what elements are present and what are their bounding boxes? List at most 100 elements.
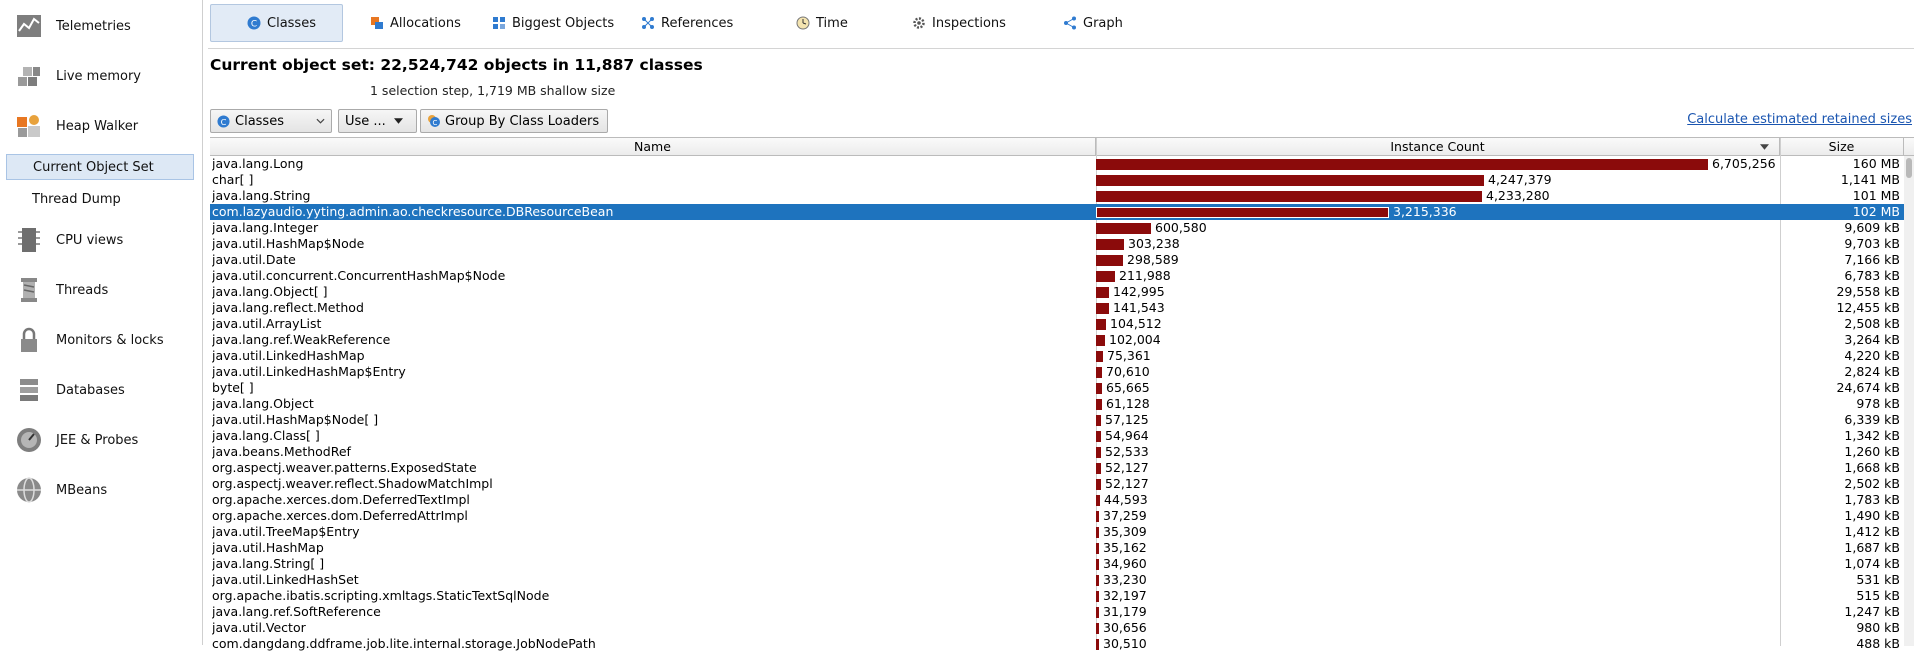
table-row[interactable]: java.beans.MethodRef 52,533 1,260 kB <box>210 444 1914 460</box>
instance-count-bar <box>1096 591 1099 602</box>
table-row[interactable]: java.lang.String 4,233,280 101 MB <box>210 188 1914 204</box>
sidebar-item-mbeans[interactable]: MBeans <box>0 468 200 512</box>
table-row[interactable]: org.aspectj.weaver.patterns.ExposedState… <box>210 460 1914 476</box>
instance-count-bar <box>1096 607 1099 618</box>
tab-graph[interactable]: Graph <box>1063 4 1143 42</box>
table-row[interactable]: java.lang.reflect.Method 141,543 12,455 kB <box>210 300 1914 316</box>
class-name-cell: java.util.TreeMap$Entry <box>212 524 360 539</box>
table-row[interactable]: java.lang.ref.SoftReference 31,179 1,247 k… <box>210 604 1914 620</box>
vertical-scrollbar[interactable] <box>1904 156 1914 646</box>
column-header-size[interactable]: Size <box>1780 138 1904 155</box>
table-row[interactable]: org.apache.xerces.dom.DeferredTextImpl 44… <box>210 492 1914 508</box>
table-row[interactable]: java.util.HashMap$Node 303,238 9,703 kB <box>210 236 1914 252</box>
tab-inspections[interactable]: Inspections <box>912 4 1022 42</box>
class-name-cell: java.lang.String <box>212 188 311 203</box>
sidebar-subitem-label: Thread Dump <box>32 191 121 207</box>
tab-bar: C Classes Allocations Biggest Objects Re… <box>208 0 1914 49</box>
table-row[interactable]: byte[ ] 65,665 24,674 kB <box>210 380 1914 396</box>
calculate-retained-sizes-link[interactable]: Calculate estimated retained sizes <box>1687 112 1912 127</box>
instance-count-bar <box>1096 511 1099 522</box>
instance-count-label: 35,309 <box>1103 524 1147 539</box>
group-button-label: Group By Class Loaders <box>445 113 600 129</box>
table-row[interactable]: java.lang.Integer 600,580 9,609 kB <box>210 220 1914 236</box>
class-name-cell: java.lang.ref.SoftReference <box>212 604 381 619</box>
size-cell: 29,558 kB <box>1836 284 1900 299</box>
sidebar-item-telemetries[interactable]: Telemetries <box>0 4 200 48</box>
table-row[interactable]: com.dangdang.ddframe.job.lite.internal.s… <box>210 636 1914 652</box>
svg-text:C: C <box>221 116 227 126</box>
instance-count-cell: 141,543 <box>1096 300 1780 316</box>
size-cell: 12,455 kB <box>1836 300 1900 315</box>
instance-count-cell: 61,128 <box>1096 396 1780 412</box>
column-header-instance-count[interactable]: Instance Count <box>1096 138 1780 155</box>
sidebar-item-threads[interactable]: Threads <box>0 268 200 312</box>
table-row[interactable]: java.lang.Class[ ] 54,964 1,342 kB <box>210 428 1914 444</box>
table-row[interactable]: java.util.HashMap 35,162 1,687 kB <box>210 540 1914 556</box>
scrollbar-thumb[interactable] <box>1906 158 1912 178</box>
class-name-cell: java.lang.Long <box>212 156 304 171</box>
table-row[interactable]: java.util.Vector 30,656 980 kB <box>210 620 1914 636</box>
dropdown-arrow-icon <box>393 118 403 124</box>
sidebar-item-cpu-views[interactable]: CPU views <box>0 218 200 262</box>
sidebar-item-label: Monitors & locks <box>56 332 164 348</box>
sidebar-subitem-thread-dump[interactable]: Thread Dump <box>6 186 194 212</box>
table-row[interactable]: org.apache.ibatis.scripting.xmltags.Stat… <box>210 588 1914 604</box>
live-memory-icon <box>18 67 40 86</box>
sidebar-item-monitors-locks[interactable]: Monitors & locks <box>0 318 200 362</box>
column-header-name[interactable]: Name <box>210 138 1096 155</box>
sidebar-item-heap-walker[interactable]: Heap Walker <box>0 104 200 148</box>
size-cell: 6,783 kB <box>1844 268 1900 283</box>
sidebar-item-databases[interactable]: Databases <box>0 368 200 412</box>
view-select-value: Classes <box>235 113 284 129</box>
size-cell: 515 kB <box>1856 588 1900 603</box>
tab-biggest-objects[interactable]: Biggest Objects <box>492 4 617 42</box>
instance-count-bar <box>1096 335 1105 346</box>
instance-count-cell: 104,512 <box>1096 316 1780 332</box>
table-row[interactable]: java.lang.Object 61,128 978 kB <box>210 396 1914 412</box>
instance-count-label: 31,179 <box>1103 604 1147 619</box>
class-name-cell: java.lang.Object[ ] <box>212 284 328 299</box>
instance-count-bar <box>1096 479 1101 490</box>
sidebar-item-live-memory[interactable]: Live memory <box>0 54 200 98</box>
table-row[interactable]: java.lang.Long 6,705,256 160 MB <box>210 156 1914 172</box>
table-row[interactable]: java.util.LinkedHashSet 33,230 531 kB <box>210 572 1914 588</box>
table-row[interactable]: java.util.LinkedHashMap$Entry 70,610 2,824… <box>210 364 1914 380</box>
size-cell: 980 kB <box>1856 620 1900 635</box>
table-row[interactable]: java.util.LinkedHashMap 75,361 4,220 kB <box>210 348 1914 364</box>
tab-classes[interactable]: C Classes <box>210 4 343 42</box>
instance-count-cell: 30,510 <box>1096 636 1780 652</box>
table-row[interactable]: com.lazyaudio.yyting.admin.ao.checkresou… <box>210 204 1914 220</box>
size-cell: 1,342 kB <box>1844 428 1900 443</box>
instance-count-cell: 3,215,336 <box>1096 204 1780 220</box>
globe-icon <box>17 477 41 503</box>
table-row[interactable]: char[ ] 4,247,379 1,141 MB <box>210 172 1914 188</box>
classes-icon: C <box>217 114 230 128</box>
table-row[interactable]: org.apache.xerces.dom.DeferredAttrImpl 37… <box>210 508 1914 524</box>
use-button[interactable]: Use ... <box>338 109 417 133</box>
table-row[interactable]: java.util.ArrayList 104,512 2,508 kB <box>210 316 1914 332</box>
table-row[interactable]: java.lang.String[ ] 34,960 1,074 kB <box>210 556 1914 572</box>
table-row[interactable]: java.util.Date 298,589 7,166 kB <box>210 252 1914 268</box>
table-row[interactable]: org.aspectj.weaver.reflect.ShadowMatchIm… <box>210 476 1914 492</box>
allocations-icon <box>371 17 383 29</box>
instance-count-label: 65,665 <box>1106 380 1150 395</box>
sidebar-subitem-current-object-set[interactable]: Current Object Set <box>6 154 194 180</box>
tab-allocations[interactable]: Allocations <box>370 4 480 42</box>
view-select[interactable]: C Classes <box>210 109 332 133</box>
instance-count-label: 35,162 <box>1103 540 1147 555</box>
table-row[interactable]: java.util.TreeMap$Entry 35,309 1,412 kB <box>210 524 1914 540</box>
instance-count-label: 6,705,256 <box>1712 156 1776 171</box>
table-row[interactable]: java.util.HashMap$Node[ ] 57,125 6,339 kB <box>210 412 1914 428</box>
sidebar-item-label: Telemetries <box>56 18 131 34</box>
tab-references[interactable]: References <box>641 4 751 42</box>
class-name-cell: java.util.HashMap$Node[ ] <box>212 412 379 427</box>
table-row[interactable]: java.lang.ref.WeakReference 102,004 3,264 … <box>210 332 1914 348</box>
table-row[interactable]: java.util.concurrent.ConcurrentHashMap$N… <box>210 268 1914 284</box>
tab-time[interactable]: Time <box>796 4 876 42</box>
class-name-cell: org.apache.xerces.dom.DeferredAttrImpl <box>212 508 468 523</box>
table-row[interactable]: java.lang.Object[ ] 142,995 29,558 kB <box>210 284 1914 300</box>
group-by-class-loaders-button[interactable]: C Group By Class Loaders <box>420 109 608 133</box>
sidebar-item-jee-probes[interactable]: JEE & Probes <box>0 418 200 462</box>
instance-count-label: 3,215,336 <box>1393 204 1457 219</box>
column-divider <box>1780 138 1781 646</box>
